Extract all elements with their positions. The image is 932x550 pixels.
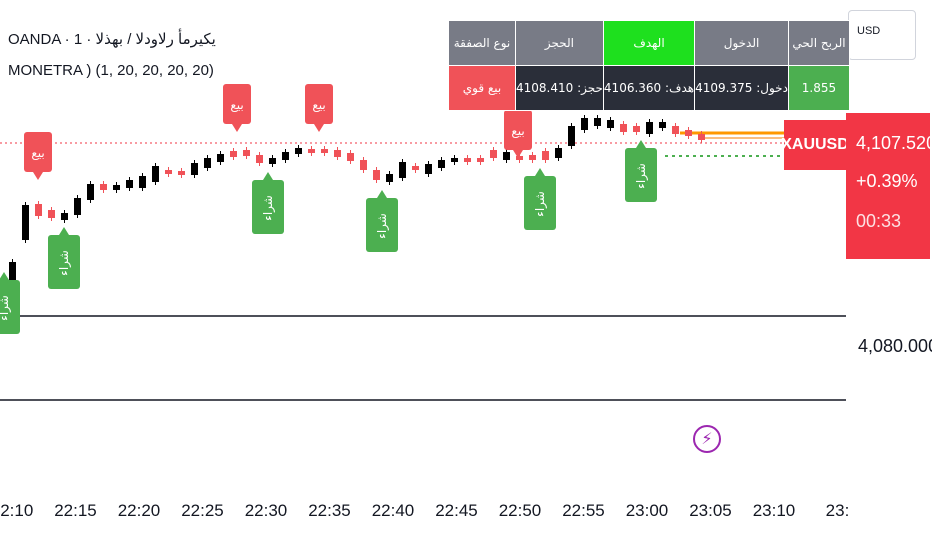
symbol-label: XAUUSD [781,120,849,170]
buy-signal-label: شراء [634,163,649,189]
time-axis-label: 22:30 [245,501,288,520]
buy-signal-marker: شراء [0,272,20,334]
sell-signal-marker: بيع [305,84,333,132]
buy-signal-label: شراء [0,295,12,321]
lightning-icon[interactable]: ⚡ [693,425,721,453]
time-axis-label: 22:35 [308,501,351,520]
signal-table: نوع الصفقة الحجز الهدف الدخول الربح الحي… [448,20,850,111]
sell-signal-marker: بيع [223,84,251,132]
time-axis-label: 22:40 [372,501,415,520]
table-header-target: الهدف [602,20,696,66]
time-axis-label: 22:55 [562,501,605,520]
table-value-trade-type: بيع قوي [448,65,516,111]
sell-signal-label: بيع [31,146,44,160]
buy-signal-label: شراء [57,250,72,276]
price-axis-level: 4,080.000 [858,336,932,356]
currency-selector[interactable]: USD [848,10,916,60]
table-value-stop: حجز: 4108.410 [515,65,604,111]
table-value-target: هدف: 4106.360 [602,65,696,111]
table-header-stop: الحجز [515,20,604,66]
time-axis-label: 22:10 [0,501,33,520]
buy-signal-label: شراء [375,213,390,239]
time-axis-label: 23: [826,501,850,520]
buy-signal-marker: شراء [524,168,556,230]
table-value-live-profit: 1.855 [787,65,850,111]
buy-signal-marker: شراء [625,140,657,202]
time-axis: 22:10 22:15 22:20 22:25 22:30 22:35 22:40 22:45… [0,501,849,520]
last-price-value: 4,107.520 [856,133,932,153]
sell-signal-label: بيع [230,98,243,112]
buy-signal-label: شراء [261,195,276,221]
buy-signal-marker: شراء [366,190,398,252]
table-header-entry: الدخول [694,20,789,66]
time-axis-label: 22:25 [181,501,224,520]
table-value-entry: دخول: 4109.375 [694,65,789,111]
time-axis-label: 22:50 [499,501,542,520]
candles-group [9,115,705,293]
price-change-value: +0.39% [856,171,918,191]
time-axis-label: 22:15 [54,501,97,520]
last-price-label: 4,107.520 +0.39% 00:33 [846,113,932,259]
signal-markers-group: بيع بيع بيع بيع شراء شراء شراء شراء شراء شراء [0,84,657,334]
signal-table-value-row: بيع قوي حجز: 4108.410 هدف: 4106.360 دخول… [448,65,850,111]
table-header-live-profit: الربح الحي [787,20,850,66]
table-header-trade-type: نوع الصفقة [448,20,516,66]
buy-signal-label: شراء [533,191,548,217]
time-axis-label: 22:20 [118,501,161,520]
indicator-header[interactable]: MONETRA ) (1, 20, 20, 20, 20) [8,62,214,79]
time-axis-label: 22:45 [435,501,478,520]
sell-signal-label: بيع [312,98,325,112]
bar-countdown: 00:33 [856,211,902,231]
sell-signal-marker: بيع [24,132,52,180]
buy-signal-marker: شراء [48,227,80,289]
sell-signal-label: بيع [511,124,524,138]
time-axis-label: 23:10 [753,501,796,520]
time-axis-label: 23:00 [626,501,669,520]
sell-signal-marker: بيع [504,110,532,158]
buy-signal-marker: شراء [252,172,284,234]
chart-symbol-header[interactable]: OANDA · 1 · يكيرمأ رلاودلا / بهذلا [8,31,216,48]
signal-table-header-row: نوع الصفقة الحجز الهدف الدخول الربح الحي [448,20,850,66]
time-axis-label: 23:05 [689,501,732,520]
